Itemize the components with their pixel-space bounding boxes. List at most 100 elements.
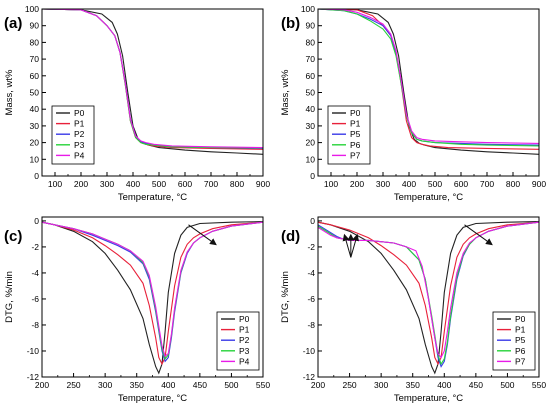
legend-label-P2: P2 bbox=[74, 129, 85, 139]
y-tick-label: 20 bbox=[306, 138, 316, 148]
series-group bbox=[41, 8, 264, 155]
y-tick-label: -10 bbox=[27, 346, 40, 356]
legend-label-P2: P2 bbox=[239, 335, 250, 345]
y-tick-label: 40 bbox=[30, 104, 40, 114]
panel-label: (a) bbox=[4, 15, 22, 32]
legend-label-P1: P1 bbox=[515, 325, 526, 335]
x-tick-label: 400 bbox=[161, 380, 175, 390]
legend-label-P6: P6 bbox=[515, 346, 526, 356]
x-tick-label: 550 bbox=[256, 380, 270, 390]
x-tick-label: 100 bbox=[48, 179, 62, 189]
x-tick-label: 200 bbox=[311, 380, 325, 390]
y-tick-label: 0 bbox=[34, 216, 39, 226]
legend-label-P3: P3 bbox=[74, 140, 85, 150]
x-tick-label: 200 bbox=[350, 179, 364, 189]
x-tick-label: 900 bbox=[256, 179, 270, 189]
x-tick-label: 500 bbox=[428, 179, 442, 189]
panel-c: 200 250 300 350 400 450 500 550 0 -2 -4 -6 -8 -10 -12 T… bbox=[4, 216, 270, 404]
series-line-P1 bbox=[317, 8, 540, 150]
legend-label-P0: P0 bbox=[350, 108, 361, 118]
y-tick-label: 0 bbox=[310, 216, 315, 226]
y-tick-label: 100 bbox=[25, 4, 39, 14]
panel-label: (c) bbox=[4, 228, 22, 245]
x-tick-label: 500 bbox=[152, 179, 166, 189]
x-axis-label: Temperature, °C bbox=[118, 192, 187, 203]
x-tick-label: 500 bbox=[500, 380, 514, 390]
legend-box bbox=[492, 311, 536, 371]
series-line-P1 bbox=[317, 221, 540, 366]
legend-label-P4: P4 bbox=[74, 150, 85, 160]
x-axis-label: Temperature, °C bbox=[118, 393, 187, 404]
series-line-P0 bbox=[317, 221, 540, 375]
x-tick-label: 800 bbox=[230, 179, 244, 189]
trend-arrow bbox=[188, 224, 217, 246]
x-tick-label: 350 bbox=[130, 380, 144, 390]
y-tick-label: 0 bbox=[310, 171, 315, 181]
y-tick-label: 50 bbox=[306, 88, 316, 98]
y-tick-label: 100 bbox=[301, 4, 315, 14]
y-tick-label: 70 bbox=[306, 54, 316, 64]
y-tick-label: -4 bbox=[31, 268, 39, 278]
series-line-P1 bbox=[41, 221, 264, 366]
y-axis-label: DTG, %/min bbox=[280, 271, 291, 323]
panel-d: 200 250 300 350 400 450 500 550 0 -2 -4 -6 -8 -10 -12 T… bbox=[280, 216, 546, 404]
shoulder-arrow bbox=[350, 233, 360, 258]
y-tick-label: 60 bbox=[306, 71, 316, 81]
x-tick-label: 600 bbox=[454, 179, 468, 189]
series-group bbox=[41, 221, 264, 375]
legend-box bbox=[51, 105, 95, 165]
y-tick-label: -2 bbox=[307, 242, 315, 252]
trend-arrow bbox=[464, 224, 493, 246]
legend-label-P4: P4 bbox=[239, 356, 250, 366]
x-tick-label: 700 bbox=[480, 179, 494, 189]
panel-label: (d) bbox=[281, 228, 300, 245]
x-tick-label: 250 bbox=[66, 380, 80, 390]
legend-box bbox=[327, 105, 371, 165]
series-line-P4 bbox=[41, 221, 264, 358]
legend-label-P7: P7 bbox=[515, 356, 526, 366]
y-tick-label: -12 bbox=[27, 372, 40, 382]
panel-b: 100 200 300 400 500 600 700 800 900 0 10 20 30 40 50 60… bbox=[280, 4, 546, 203]
y-tick-label: 50 bbox=[30, 88, 40, 98]
y-tick-label: 30 bbox=[306, 121, 316, 131]
y-tick-label: 80 bbox=[306, 37, 316, 47]
x-tick-label: 450 bbox=[469, 380, 483, 390]
shoulder-arrow bbox=[342, 233, 352, 258]
y-tick-label: -8 bbox=[31, 320, 39, 330]
legend-label-P1: P1 bbox=[350, 119, 361, 129]
x-tick-label: 350 bbox=[406, 380, 420, 390]
y-tick-label: -4 bbox=[307, 268, 315, 278]
y-tick-label: 40 bbox=[306, 104, 316, 114]
x-tick-label: 300 bbox=[98, 380, 112, 390]
x-tick-label: 300 bbox=[374, 380, 388, 390]
series-line-P0 bbox=[41, 8, 264, 155]
x-tick-label: 250 bbox=[342, 380, 356, 390]
x-tick-label: 200 bbox=[35, 380, 49, 390]
x-tick-label: 300 bbox=[376, 179, 390, 189]
x-tick-label: 400 bbox=[126, 179, 140, 189]
y-tick-label: 10 bbox=[306, 154, 316, 164]
legend-label-P5: P5 bbox=[350, 129, 361, 139]
x-tick-label: 300 bbox=[100, 179, 114, 189]
y-tick-label: -6 bbox=[31, 294, 39, 304]
x-tick-label: 800 bbox=[506, 179, 520, 189]
legend-label-P0: P0 bbox=[515, 314, 526, 324]
panel-a: 100 200 300 400 500 600 700 800 900 0 10 20 30 40 50 60… bbox=[4, 4, 270, 203]
panel-label: (b) bbox=[281, 15, 300, 32]
legend-label-P6: P6 bbox=[350, 140, 361, 150]
legend-label-P0: P0 bbox=[74, 108, 85, 118]
x-tick-label: 400 bbox=[402, 179, 416, 189]
x-axis-label: Temperature, °C bbox=[394, 192, 463, 203]
y-tick-label: 80 bbox=[30, 37, 40, 47]
legend-label-P7: P7 bbox=[350, 150, 361, 160]
legend-label-P0: P0 bbox=[239, 314, 250, 324]
y-tick-label: 10 bbox=[30, 154, 40, 164]
y-tick-label: 0 bbox=[34, 171, 39, 181]
x-tick-label: 100 bbox=[324, 179, 338, 189]
y-tick-label: -6 bbox=[307, 294, 315, 304]
